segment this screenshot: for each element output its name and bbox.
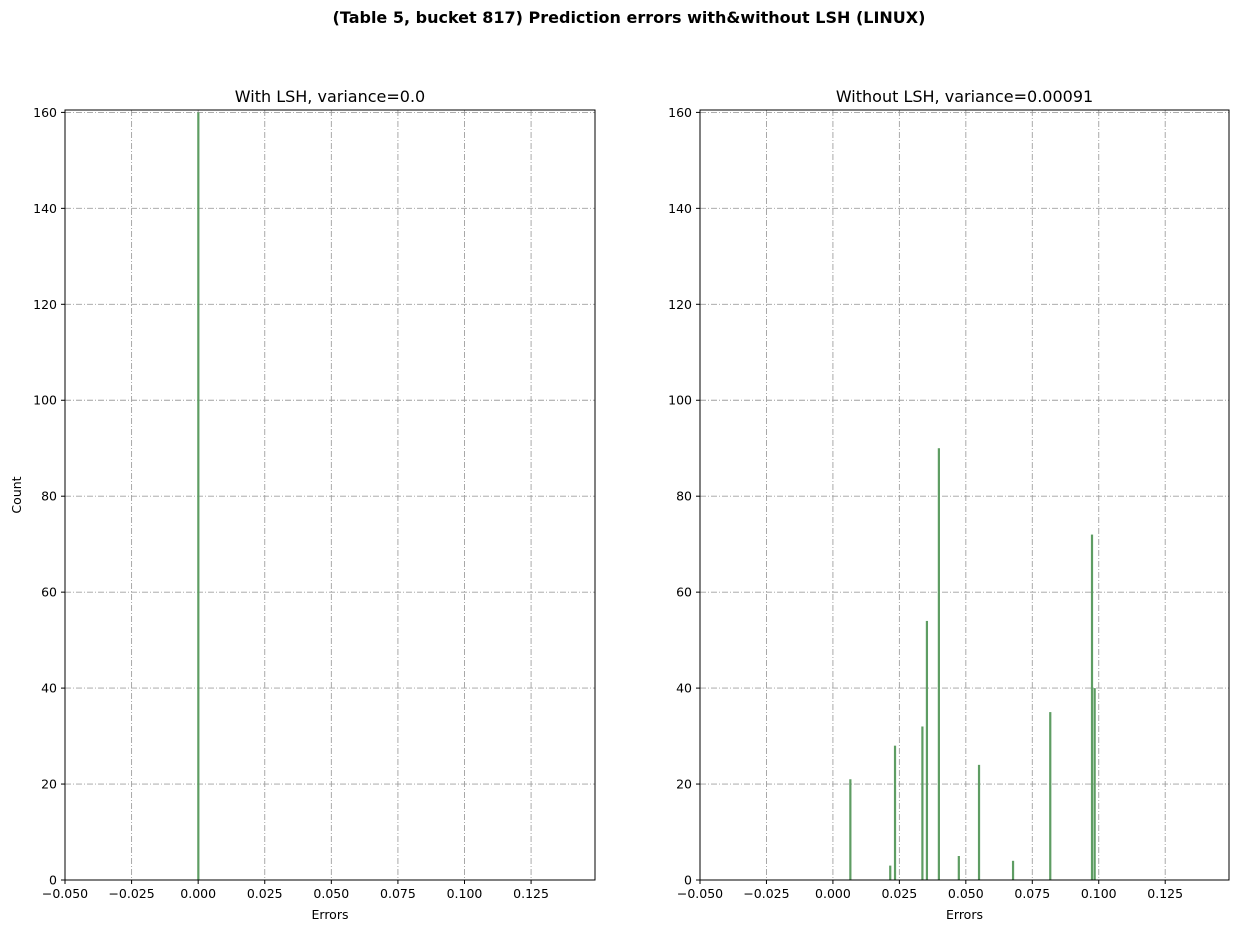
y-tick-label: 40 bbox=[676, 681, 692, 696]
panel-without-lsh: −0.050 −0.025 0.000 0.025 0.050 0.075 0.100 0.1… bbox=[668, 87, 1230, 922]
histogram-bar bbox=[889, 865, 892, 880]
x-tick-label: 0.075 bbox=[1014, 886, 1050, 901]
y-tick-label: 80 bbox=[41, 489, 57, 504]
x-tick-label: 0.025 bbox=[881, 886, 917, 901]
histogram-bar bbox=[921, 726, 924, 880]
histogram-bar bbox=[1090, 534, 1094, 880]
y-tick-label: 160 bbox=[668, 105, 692, 120]
x-tick-label: −0.025 bbox=[743, 886, 789, 901]
histogram-bar bbox=[937, 448, 940, 880]
histogram-bar bbox=[849, 779, 852, 880]
x-tick-label: 0.000 bbox=[815, 886, 851, 901]
panel-title: With LSH, variance=0.0 bbox=[235, 87, 425, 106]
y-tick-label: 40 bbox=[41, 681, 57, 696]
histogram-bar bbox=[925, 620, 929, 880]
plot-frame bbox=[64, 109, 596, 881]
x-tick-label: 0.000 bbox=[180, 886, 216, 901]
x-tick-label: 0.125 bbox=[1147, 886, 1183, 901]
y-tick-label: 120 bbox=[668, 297, 692, 312]
x-tick-label: −0.050 bbox=[42, 886, 88, 901]
y-tick-label: 100 bbox=[668, 393, 692, 408]
x-tick-label: 0.100 bbox=[447, 886, 483, 901]
y-tick-label: 160 bbox=[33, 105, 57, 120]
y-tick-label: 80 bbox=[676, 489, 692, 504]
x-tick-label: 0.025 bbox=[247, 886, 283, 901]
y-tick-label: 120 bbox=[33, 297, 57, 312]
histogram-bar bbox=[197, 112, 200, 881]
y-tick-label: 60 bbox=[41, 585, 57, 600]
x-tick-label: −0.050 bbox=[677, 886, 723, 901]
histogram-bar bbox=[893, 745, 897, 880]
x-axis-label: Errors bbox=[312, 907, 349, 922]
panel-title: Without LSH, variance=0.00091 bbox=[836, 87, 1093, 106]
x-tick-label: 0.075 bbox=[380, 886, 416, 901]
y-tick-label: 0 bbox=[49, 873, 57, 888]
x-axis-label: Errors bbox=[946, 907, 983, 922]
histogram-bar bbox=[1093, 688, 1096, 880]
y-tick-label: 100 bbox=[33, 393, 57, 408]
x-tick-label: 0.125 bbox=[513, 886, 549, 901]
histogram-bar bbox=[977, 764, 981, 880]
figure-title: (Table 5, bucket 817) Prediction errors … bbox=[333, 8, 926, 27]
y-tick-label: 60 bbox=[676, 585, 692, 600]
x-tick-label: 0.050 bbox=[313, 886, 349, 901]
x-tick-label: 0.050 bbox=[948, 886, 984, 901]
x-tick-label: 0.100 bbox=[1081, 886, 1117, 901]
x-tick-label: −0.025 bbox=[108, 886, 154, 901]
panel-with-lsh: −0.050 −0.025 0.000 0.025 0.050 0.075 0.100 0.1… bbox=[9, 87, 596, 922]
y-axis-label: Count bbox=[9, 476, 24, 513]
histogram-bar bbox=[1011, 860, 1015, 880]
y-tick-label: 140 bbox=[668, 201, 692, 216]
histogram-bar bbox=[957, 856, 960, 880]
y-tick-label: 20 bbox=[676, 777, 692, 792]
plot-frame bbox=[699, 109, 1230, 881]
y-tick-label: 0 bbox=[684, 873, 692, 888]
y-tick-label: 140 bbox=[33, 201, 57, 216]
y-tick-label: 20 bbox=[41, 777, 57, 792]
histogram-bar bbox=[1049, 712, 1052, 880]
